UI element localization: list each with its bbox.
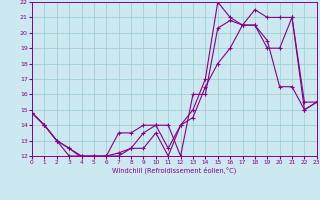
X-axis label: Windchill (Refroidissement éolien,°C): Windchill (Refroidissement éolien,°C)	[112, 167, 236, 174]
